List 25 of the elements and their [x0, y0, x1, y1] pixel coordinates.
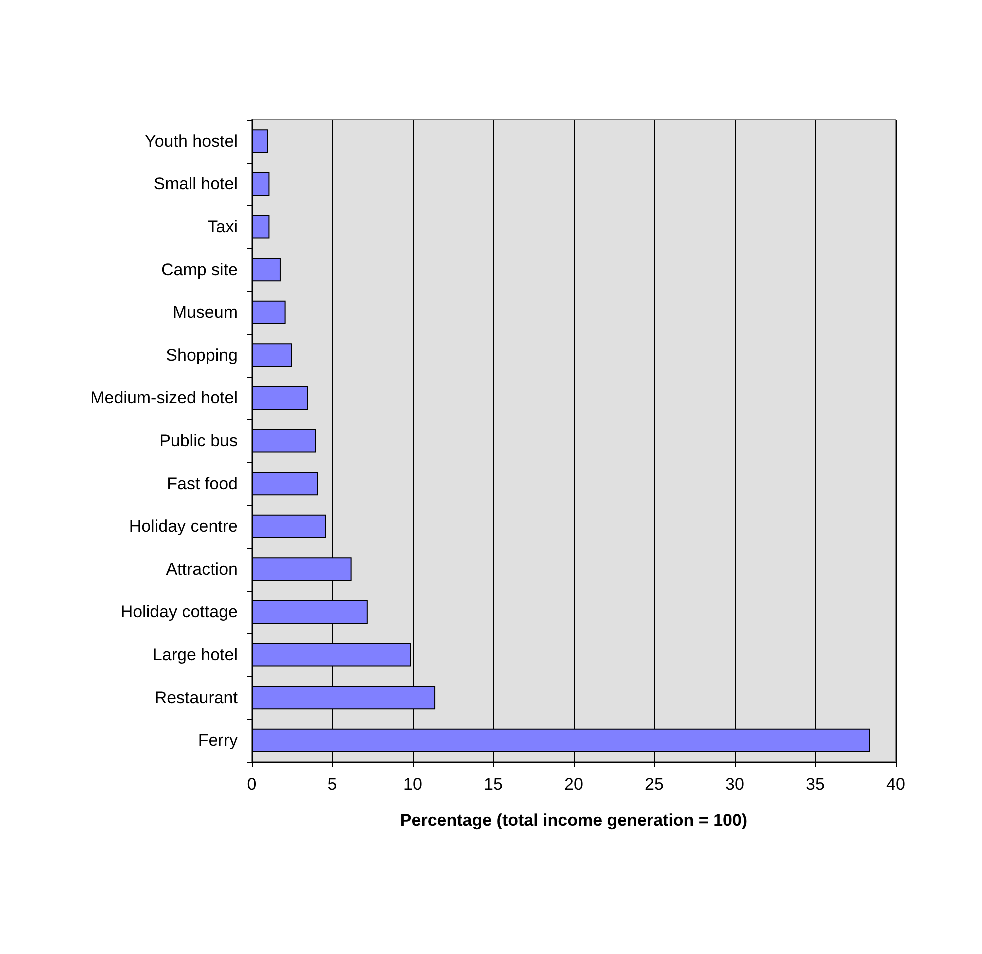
x-tick-label: 15 [484, 775, 503, 794]
y-tick-label: Holiday centre [129, 517, 238, 536]
y-tick-label: Museum [172, 303, 238, 322]
y-tick-label: Large hotel [152, 646, 238, 664]
x-tick-label: 25 [645, 775, 664, 794]
x-tick-label: 0 [247, 775, 257, 794]
y-tick-label: Camp site [161, 260, 238, 280]
x-axis-title: Percentage (total income generation = 100) [400, 811, 748, 830]
y-tick-label: Youth hostel [145, 132, 238, 151]
y-tick-label: Public bus [160, 432, 238, 450]
x-tick-label: 35 [806, 775, 825, 794]
y-tick-label: Holiday cottage [120, 602, 238, 622]
y-tick-label: Attraction [166, 560, 238, 579]
x-tick-label: 20 [564, 775, 584, 794]
y-tick-label: Ferry [198, 731, 238, 750]
x-tick-label: 10 [404, 775, 422, 794]
y-tick-label: Restaurant [154, 688, 238, 708]
x-tick-label: 5 [328, 775, 338, 794]
x-tick-label: 30 [726, 775, 744, 794]
x-tick-label: 40 [886, 775, 906, 794]
y-tick-label: Shopping [166, 346, 238, 365]
y-tick-label: Medium-sized hotel [90, 388, 238, 408]
y-tick-label: Fast food [167, 474, 238, 494]
y-tick-label: Taxi [208, 218, 238, 236]
y-tick-label: Small hotel [154, 174, 238, 194]
